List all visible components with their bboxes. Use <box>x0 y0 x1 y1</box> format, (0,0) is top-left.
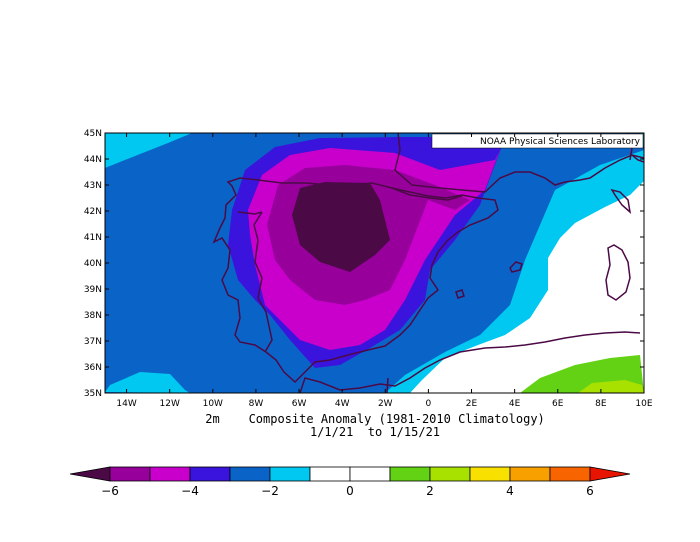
colorbar-segment <box>189 466 231 482</box>
lat-label: 35N <box>84 389 102 399</box>
contour-band-minus2-minus1-southwest <box>105 372 190 393</box>
longitude-axis: 14W 12W 10W 8W 6W 4W 2W 0 2E 4E 6E 8E 10E <box>116 133 653 409</box>
balearic-ibiza <box>455 289 465 299</box>
lat-label: 45N <box>84 129 102 139</box>
iberia-coastline <box>212 177 499 384</box>
colorbar-segment <box>349 466 391 482</box>
lon-label: 0 <box>426 399 432 409</box>
colorbar-segment <box>549 466 591 482</box>
lon-label: 6W <box>292 399 307 409</box>
colorbar-segment <box>109 466 151 482</box>
colorbar-tick-label: 4 <box>506 484 514 498</box>
lat-label: 40N <box>84 259 102 269</box>
contour-band-below-minus6 <box>292 182 390 272</box>
colorbar-tick-label: 2 <box>426 484 434 498</box>
lat-label: 44N <box>84 155 102 165</box>
lon-label: 4E <box>509 399 521 409</box>
lat-label: 38N <box>84 311 102 321</box>
colorbar-tick-label: −6 <box>101 484 119 498</box>
contour-band-2-3 <box>578 380 644 393</box>
lon-label: 12W <box>160 399 180 409</box>
colorbar-segment <box>309 466 351 482</box>
lon-label: 10W <box>203 399 223 409</box>
colorbar-extend-low <box>69 466 111 482</box>
colorbar-segment <box>429 466 471 482</box>
contour-band-near-zero-east <box>410 181 644 393</box>
credit-box: NOAA Physical Sciences Laboratory <box>431 133 644 149</box>
colorbar-segment <box>229 466 271 482</box>
latitude-axis: 45N 44N 43N 42N 41N 40N 39N 38N 37N 36N 35N <box>84 129 644 399</box>
colorbar-segment <box>149 466 191 482</box>
caption-line-1: 2m Composite Anomaly (1981-2010 Climatol… <box>205 412 545 426</box>
colorbar-segment <box>389 466 431 482</box>
lat-label: 36N <box>84 363 102 373</box>
galicia-border <box>237 211 263 215</box>
colorbar-tick-label: 6 <box>586 484 594 498</box>
lon-label: 4W <box>335 399 350 409</box>
colorbar-tick-label: −2 <box>261 484 279 498</box>
colorbar-segment <box>469 466 511 482</box>
lon-label: 2E <box>466 399 478 409</box>
lat-label: 42N <box>84 207 102 217</box>
sardinia-coastline <box>605 244 631 301</box>
colorbar-segment <box>269 466 311 482</box>
coastlines-and-borders <box>212 133 644 393</box>
credit-label: NOAA Physical Sciences Laboratory <box>480 137 641 147</box>
lon-label: 10E <box>635 399 652 409</box>
corsica-coastline <box>610 188 632 214</box>
pyrenees-border <box>391 187 463 201</box>
lat-label: 37N <box>84 337 102 347</box>
portugal-spain-border <box>253 211 273 353</box>
north-africa-coastline <box>299 331 641 393</box>
anomaly-contour-fills <box>105 133 644 393</box>
france-coastline <box>394 133 644 193</box>
balearic-mallorca <box>509 261 523 273</box>
caption-line-2: 1/1/21 to 1/15/21 <box>310 425 440 439</box>
lat-label: 41N <box>84 233 102 243</box>
colorbar-tick-label: 0 <box>346 484 354 498</box>
lon-label: 8W <box>249 399 264 409</box>
colorbar-extend-high <box>589 466 631 482</box>
colorbar-segment <box>509 466 551 482</box>
morocco-algeria-border <box>386 377 389 393</box>
italy-coastline <box>631 154 644 163</box>
lon-label: 2W <box>378 399 393 409</box>
lon-label: 14W <box>116 399 136 409</box>
lon-label: 6E <box>552 399 564 409</box>
lat-label: 39N <box>84 285 102 295</box>
colorbar-tick-label: −4 <box>181 484 199 498</box>
colorbar: −6 −4 −2 0 2 4 6 <box>69 466 631 498</box>
lon-label: 8E <box>595 399 607 409</box>
lat-label: 43N <box>84 181 102 191</box>
